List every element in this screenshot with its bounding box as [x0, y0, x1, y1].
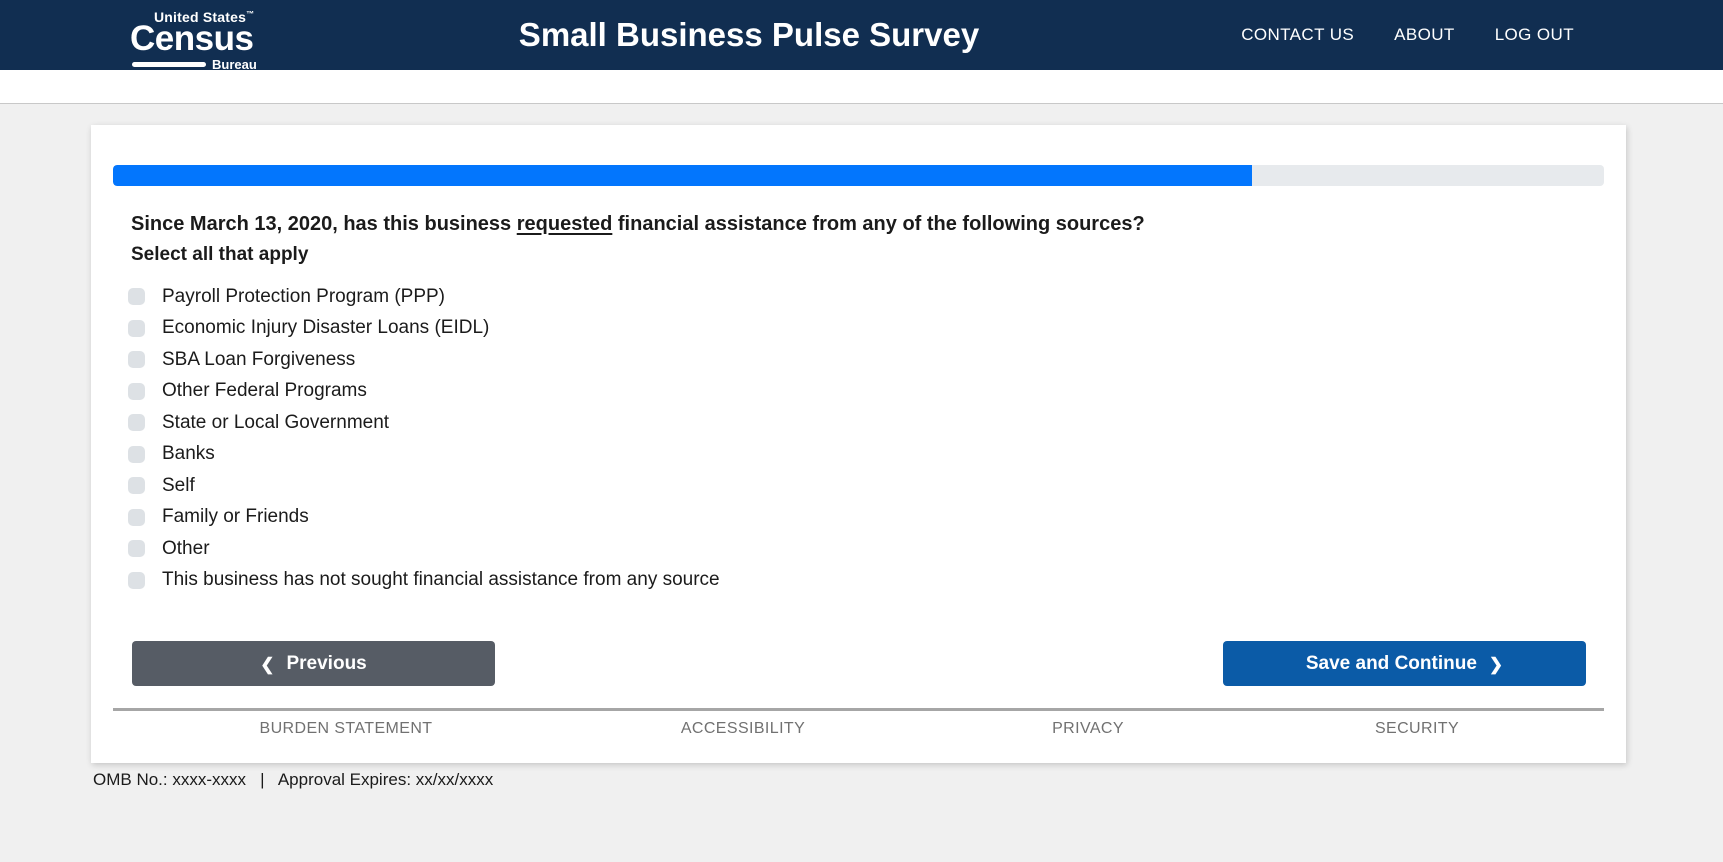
survey-card: Since March 13, 2020, has this business … [91, 125, 1626, 763]
footer-link-burden-statement[interactable]: BURDEN STATEMENT [259, 720, 433, 737]
checkbox-icon[interactable] [128, 508, 145, 526]
checkbox-list: Payroll Protection Program (PPP) Economic… [128, 281, 720, 596]
logo-bar [132, 61, 206, 67]
logo-bureau-label: Bureau [212, 56, 257, 72]
checkbox-icon[interactable] [128, 288, 145, 306]
checkbox-label: Economic Injury Disaster Loans (EIDL) [162, 317, 490, 339]
checkbox-label: Family or Friends [162, 506, 309, 528]
select-all-instruction: Select all that apply [131, 244, 309, 265]
checkbox-icon[interactable] [128, 445, 145, 463]
logo-united-states: United States™ [154, 9, 255, 25]
logo-census-wordmark: Census [130, 19, 254, 58]
checkbox-option[interactable]: State or Local Government [128, 407, 720, 439]
checkbox-label: Other Federal Programs [162, 380, 367, 402]
checkbox-option[interactable]: Banks [128, 439, 720, 471]
census-logo: United States™ Census Bureau [130, 9, 290, 72]
app-header: United States™ Census Bureau Small Busin… [0, 0, 1723, 72]
logo-bureau-row: Bureau [132, 57, 290, 72]
footer-divider [113, 708, 1604, 711]
checkbox-option[interactable]: Economic Injury Disaster Loans (EIDL) [128, 313, 720, 345]
checkbox-label: Self [162, 474, 195, 496]
checkbox-option[interactable]: This business has not sought financial a… [128, 565, 720, 597]
checkbox-label: SBA Loan Forgiveness [162, 348, 356, 370]
question-underlined-word: requested [516, 213, 613, 235]
checkbox-label: Payroll Protection Program (PPP) [162, 285, 445, 307]
nav-link-about[interactable]: ABOUT [1394, 25, 1455, 44]
checkbox-option[interactable]: SBA Loan Forgiveness [128, 344, 720, 376]
question-suffix: financial assistance from any of the fol… [612, 213, 1145, 235]
checkbox-icon[interactable] [128, 382, 145, 400]
header-nav: CONTACT US ABOUT LOG OUT [1241, 0, 1574, 70]
checkbox-option[interactable]: Payroll Protection Program (PPP) [128, 281, 720, 313]
save-button-label: Save and Continue [1305, 652, 1477, 674]
checkbox-option[interactable]: Family or Friends [128, 502, 720, 534]
footer-link-privacy[interactable]: PRIVACY [1052, 720, 1124, 737]
checkbox-label: Banks [162, 443, 215, 465]
progress-fill [113, 165, 1253, 186]
page-title: Small Business Pulse Survey [518, 16, 980, 53]
save-and-continue-button[interactable]: Save and Continue ❯ [1223, 641, 1586, 686]
nav-link-log-out[interactable]: LOG OUT [1494, 25, 1574, 44]
nav-link-contact-us[interactable]: CONTACT US [1241, 25, 1355, 44]
question-text: Since March 13, 2020, has this business … [131, 211, 1571, 237]
checkbox-icon[interactable] [128, 540, 145, 558]
checkbox-label: State or Local Government [162, 411, 390, 433]
footer-links: BURDEN STATEMENT ACCESSIBILITY PRIVACY SECU… [91, 720, 1626, 742]
checkbox-label: Other [162, 537, 210, 559]
previous-button-label: Previous [286, 652, 367, 674]
checkbox-icon[interactable] [128, 351, 145, 369]
subheader-strip [0, 70, 1723, 104]
previous-button[interactable]: ❮ Previous [132, 641, 495, 686]
footer-link-security[interactable]: SECURITY [1374, 720, 1460, 737]
chevron-left-icon: ❮ [260, 654, 275, 674]
checkbox-icon[interactable] [128, 477, 145, 495]
checkbox-label: This business has not sought financial a… [162, 569, 720, 591]
trademark-symbol: ™ [246, 9, 255, 19]
progress-bar [113, 165, 1604, 186]
checkbox-icon[interactable] [128, 571, 145, 589]
checkbox-option[interactable]: Other [128, 533, 720, 565]
omb-statement: OMB No.: xxxx-xxxx | Approval Expires: x… [93, 770, 494, 789]
question-prefix: Since March 13, 2020, has this business [131, 213, 517, 235]
checkbox-icon[interactable] [128, 319, 145, 337]
checkbox-option[interactable]: Self [128, 470, 720, 502]
checkbox-icon[interactable] [128, 414, 145, 432]
footer-link-accessibility[interactable]: ACCESSIBILITY [680, 720, 806, 737]
chevron-right-icon: ❯ [1488, 654, 1504, 674]
checkbox-option[interactable]: Other Federal Programs [128, 376, 720, 408]
